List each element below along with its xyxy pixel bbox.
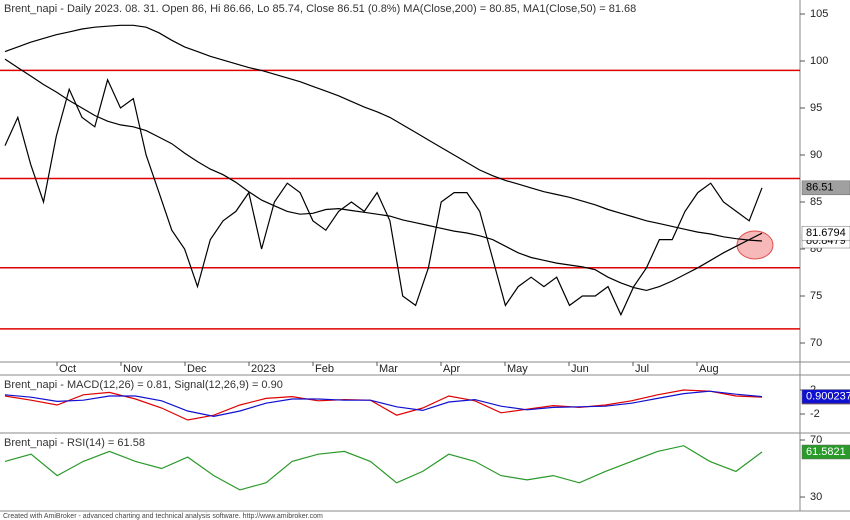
y-tick-label: 70: [810, 434, 822, 446]
series-line: [4, 445, 763, 491]
y-tick-label: -2: [810, 408, 820, 420]
title-backdrop: [0, 378, 308, 391]
x-tick-label: Feb: [315, 363, 334, 375]
title-backdrop: [0, 436, 157, 449]
title-backdrop: [0, 2, 700, 15]
series-line: [4, 390, 763, 418]
y-tick-label: 30: [810, 491, 822, 503]
x-tick-label: Oct: [59, 363, 76, 375]
y-tick-label: 70: [810, 337, 822, 349]
x-tick-label: Mar: [379, 363, 398, 375]
pane-title: Brent_napi - Daily 2023. 08. 31. Open 86…: [4, 3, 636, 15]
x-tick-label: May: [507, 363, 528, 375]
series-line: [4, 389, 763, 421]
y-tick-label: 95: [810, 102, 822, 114]
x-tick-label: Dec: [187, 363, 207, 375]
last-value-label: 61.5821: [806, 446, 846, 458]
series-line: [4, 78, 763, 317]
series-line: [4, 58, 763, 292]
last-value-label: 81.6794: [806, 227, 846, 239]
cross-highlight: [736, 230, 774, 260]
last-value-box: [801, 180, 850, 196]
y-tick-label: 100: [810, 55, 828, 67]
x-tick-label: Aug: [699, 363, 719, 375]
y-tick-label: 90: [810, 149, 822, 161]
x-tick-label: 2023: [251, 363, 275, 375]
last-value-label: 86.51: [806, 182, 834, 194]
last-value-box: [801, 389, 850, 404]
y-tick-label: 105: [810, 8, 828, 20]
x-tick-label: Jul: [635, 363, 649, 375]
footer: Created with AmiBroker - advanced charti…: [3, 513, 323, 520]
y-tick-label: 75: [810, 290, 822, 302]
last-value-box: [801, 225, 850, 241]
last-value-box: [801, 444, 850, 460]
series-line: [4, 24, 763, 242]
last-value-label: 0.900237: [806, 390, 850, 402]
x-tick-label: Jun: [571, 363, 589, 375]
pane-title: Brent_napi - MACD(12,26) = 0.81, Signal(…: [4, 379, 283, 391]
x-tick-label: Nov: [123, 363, 143, 375]
x-tick-label: Apr: [443, 363, 460, 375]
y-tick-label: 85: [810, 196, 822, 208]
pane-title: Brent_napi - RSI(14) = 61.58: [4, 437, 145, 449]
